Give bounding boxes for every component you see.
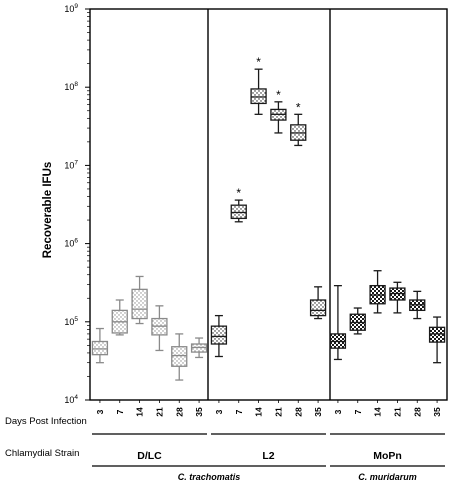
box-mopn-day-28 xyxy=(409,290,426,320)
day-label: 14 xyxy=(135,407,145,417)
plot-area: * * * * xyxy=(89,8,448,401)
strain-label-l2: L2 xyxy=(262,450,274,462)
box-dlc-day-14 xyxy=(131,275,148,325)
day-label: 21 xyxy=(154,407,164,417)
day-label: 7 xyxy=(234,409,244,414)
box-iqr xyxy=(230,204,247,220)
day-label: 35 xyxy=(432,407,442,417)
day-label: 3 xyxy=(95,409,105,414)
species-labels: C. trachomatis C. muridarum xyxy=(92,465,445,482)
box-dlc-day-3 xyxy=(91,327,109,364)
chlamydial-strain-label: Chlamydial Strain xyxy=(5,448,79,459)
day-label: 14 xyxy=(373,407,383,417)
day-label: 28 xyxy=(412,407,422,417)
day-label: 3 xyxy=(214,409,224,414)
plot-frame xyxy=(89,8,448,401)
day-label: 3 xyxy=(333,409,343,414)
y-tick-label: 107 xyxy=(64,159,78,170)
day-label: 14 xyxy=(254,407,264,417)
significance-star: * xyxy=(276,88,281,102)
y-axis-label: Recoverable IFUs xyxy=(42,162,54,259)
y-tick-label: 109 xyxy=(64,3,78,14)
significance-star: * xyxy=(256,55,261,69)
box-l2-day-14: * xyxy=(250,55,267,115)
day-label: 28 xyxy=(293,407,303,417)
box-mopn-day-14 xyxy=(369,270,386,314)
box-iqr xyxy=(171,346,188,367)
strain-labels: D/LC L2 MoPn xyxy=(92,433,445,462)
species-label: C. trachomatis xyxy=(178,472,241,482)
box-l2-day-3 xyxy=(210,314,228,358)
box-iqr xyxy=(250,88,267,105)
box-dlc-day-28 xyxy=(171,333,188,381)
day-label: 35 xyxy=(313,407,323,417)
day-label: 21 xyxy=(273,407,283,417)
day-label: 35 xyxy=(194,407,204,417)
box-iqr xyxy=(210,325,228,345)
day-label: 28 xyxy=(174,407,184,417)
box-mopn-day-7 xyxy=(349,307,366,335)
box-mopn-day-3 xyxy=(329,284,347,361)
box-dlc-day-7 xyxy=(111,299,128,336)
strain-label-mopn: MoPn xyxy=(373,450,402,462)
y-tick-label: 104 xyxy=(64,394,78,405)
box-l2-day-7: * xyxy=(230,186,247,223)
box-iqr xyxy=(91,340,109,356)
strain-label-dlc: D/LC xyxy=(137,450,162,462)
y-axis-ticks: 104 105 106 107 108 109 xyxy=(64,3,90,405)
box-iqr xyxy=(428,326,446,343)
significance-star: * xyxy=(236,186,241,200)
significance-star: * xyxy=(296,100,301,114)
box-dlc-day-35 xyxy=(190,337,208,359)
box-mopn-day-35 xyxy=(428,316,446,364)
day-label: 21 xyxy=(392,407,402,417)
x-axis-day-labels: 3 7 14 21 28 35 3 7 14 21 28 35 3 7 14 21 28 35 xyxy=(95,400,442,417)
box-iqr xyxy=(309,299,327,317)
box-l2-day-35 xyxy=(309,286,327,320)
box-l2-day-21: * xyxy=(270,88,287,134)
species-label: C. muridarum xyxy=(358,472,417,482)
day-label: 7 xyxy=(353,409,363,414)
days-post-infection-label: Days Post Infection xyxy=(5,416,87,427)
box-mopn-day-21 xyxy=(389,281,406,314)
box-l2-day-28: * xyxy=(290,100,307,147)
y-tick-label: 105 xyxy=(64,316,78,327)
y-tick-label: 106 xyxy=(64,238,78,249)
day-label: 7 xyxy=(115,409,125,414)
box-iqr xyxy=(131,288,148,320)
box-dlc-day-21 xyxy=(151,305,168,352)
y-tick-label: 108 xyxy=(64,81,78,92)
